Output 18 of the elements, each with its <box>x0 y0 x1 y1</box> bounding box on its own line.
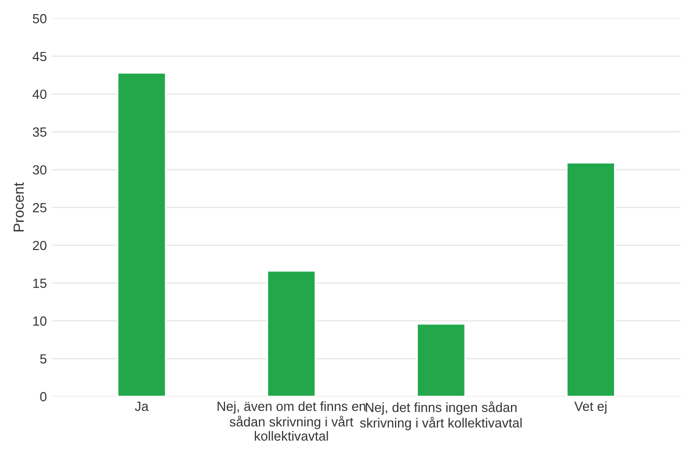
y-tick-label: 40 <box>32 90 46 99</box>
y-tick-label: 0 <box>40 392 46 402</box>
x-tick-label: Vet ej <box>574 401 606 414</box>
y-tick-label: 15 <box>33 278 46 288</box>
bar <box>566 162 616 396</box>
y-tick-label: 30 <box>32 165 46 175</box>
y-tick-label: 5 <box>40 354 46 364</box>
bar <box>266 270 316 396</box>
y-tick-label: 45 <box>32 52 46 62</box>
y-tick-label: 10 <box>33 316 46 326</box>
x-tick-label: Ja <box>134 402 149 412</box>
y-tick-label: 50 <box>32 14 46 24</box>
bar <box>416 323 466 396</box>
y-tick-label: 35 <box>32 127 46 137</box>
y-axis-title: Procent <box>14 182 24 232</box>
bar <box>117 72 166 396</box>
y-tick-label: 20 <box>32 240 46 250</box>
y-tick-label: 25 <box>32 203 46 212</box>
